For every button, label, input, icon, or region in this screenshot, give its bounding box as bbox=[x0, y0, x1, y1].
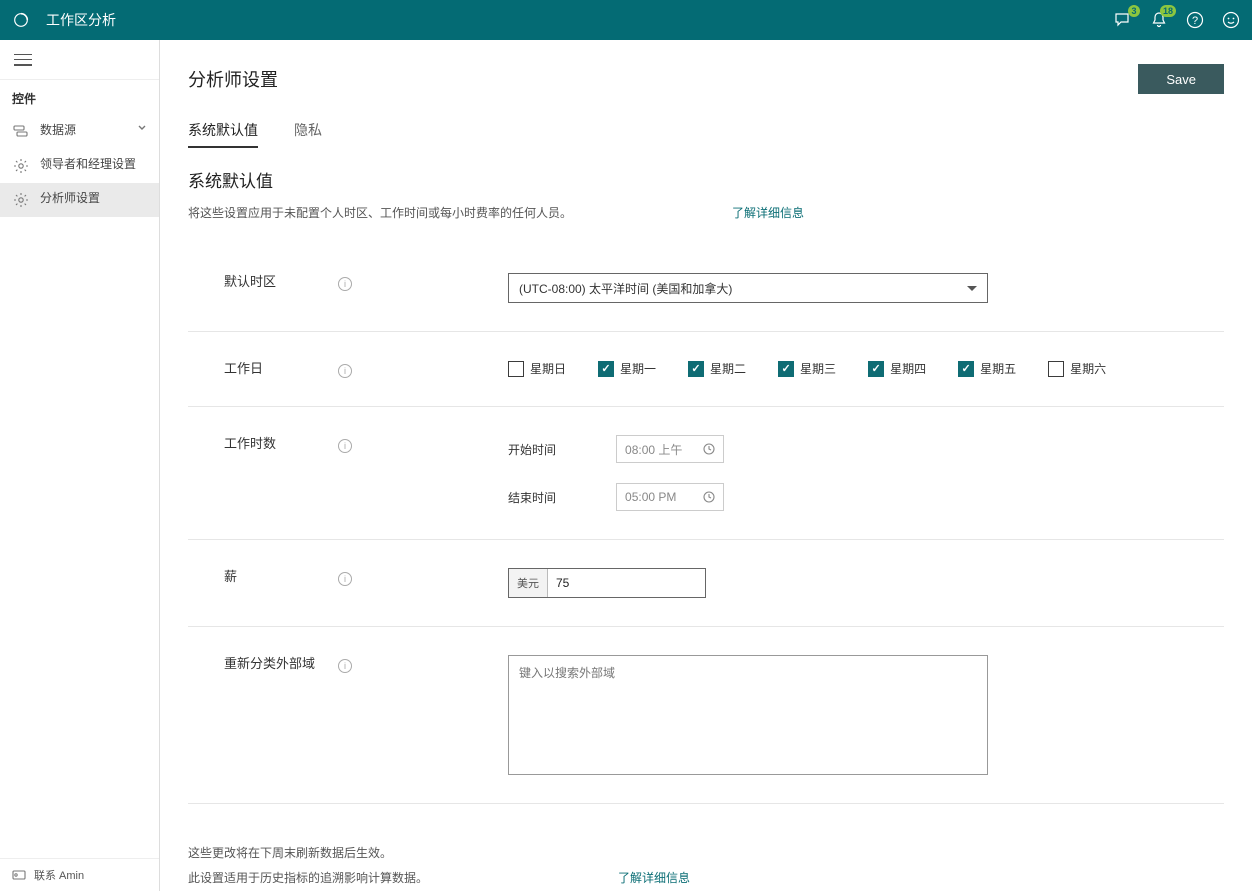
save-button[interactable]: Save bbox=[1138, 64, 1224, 94]
sidebar-item-label: 数据源 bbox=[40, 123, 127, 139]
row-working-days: 工作日 i 星期日 星期一 星期二 星期三 星期四 星期五 星期六 bbox=[188, 332, 1224, 407]
day-label: 星期六 bbox=[1070, 360, 1106, 377]
timezone-select[interactable]: (UTC-08:00) 太平洋时间 (美国和加拿大) bbox=[508, 273, 988, 303]
info-icon[interactable]: i bbox=[338, 439, 352, 453]
page-title: 分析师设置 bbox=[188, 66, 278, 92]
sidebar-item-leader-settings[interactable]: 领导者和经理设置 bbox=[0, 149, 159, 183]
caret-down-icon bbox=[967, 286, 977, 291]
tabs: 系统默认值 隐私 bbox=[188, 120, 1224, 149]
sidebar-footer[interactable]: 联系 Amin bbox=[0, 858, 159, 891]
day-checkbox[interactable]: 星期四 bbox=[868, 360, 926, 377]
checkbox-icon bbox=[508, 361, 524, 377]
checkbox-icon bbox=[688, 361, 704, 377]
checkbox-icon bbox=[1048, 361, 1064, 377]
day-checkbox[interactable]: 星期日 bbox=[508, 360, 566, 377]
app-title: 工作区分析 bbox=[46, 10, 116, 30]
info-icon[interactable]: i bbox=[338, 659, 352, 673]
hourly-rate-value: 75 bbox=[548, 576, 569, 590]
footnote-line2: 此设置适用于历史指标的追溯影响计算数据。 bbox=[188, 869, 428, 886]
label-reclassify: 重新分类外部域 bbox=[188, 655, 338, 673]
footnote-line1: 这些更改将在下周末刷新数据后生效。 bbox=[188, 844, 1224, 861]
sidebar-item-label: 分析师设置 bbox=[40, 191, 147, 207]
bell-badge: 18 bbox=[1160, 5, 1176, 17]
day-label: 星期三 bbox=[800, 360, 836, 377]
label-hourly-rate: 薪 bbox=[188, 568, 338, 586]
sidebar: 控件 数据源 领导者和经理设置 分析师设置 bbox=[0, 40, 160, 891]
label-working-days: 工作日 bbox=[188, 360, 338, 378]
external-domain-placeholder: 键入以搜索外部域 bbox=[519, 666, 615, 680]
label-working-hours: 工作时数 bbox=[188, 435, 338, 453]
info-icon[interactable]: i bbox=[338, 277, 352, 291]
sidebar-item-label: 领导者和经理设置 bbox=[40, 157, 147, 173]
sidebar-item-datasource[interactable]: 数据源 bbox=[0, 115, 159, 149]
help-icon[interactable]: ? bbox=[1186, 11, 1204, 29]
external-domain-input[interactable]: 键入以搜索外部域 bbox=[508, 655, 988, 775]
smile-icon[interactable] bbox=[1222, 11, 1240, 29]
day-checkbox[interactable]: 星期一 bbox=[598, 360, 656, 377]
bell-icon[interactable]: 18 bbox=[1150, 11, 1168, 29]
info-icon[interactable]: i bbox=[338, 364, 352, 378]
menu-toggle-icon[interactable] bbox=[14, 54, 32, 66]
row-working-hours: 工作时数 i 开始时间 08:00 上午 结束时间 05:00 PM bbox=[188, 407, 1224, 540]
day-label: 星期四 bbox=[890, 360, 926, 377]
timezone-value: (UTC-08:00) 太平洋时间 (美国和加拿大) bbox=[519, 280, 732, 297]
main-content: 分析师设置 Save 系统默认值 隐私 系统默认值 将这些设置应用于未配置个人时… bbox=[160, 40, 1252, 891]
svg-text:?: ? bbox=[1192, 15, 1198, 27]
day-label: 星期二 bbox=[710, 360, 746, 377]
currency-prefix: 美元 bbox=[509, 569, 548, 597]
chat-icon[interactable]: 3 bbox=[1114, 11, 1132, 29]
section-heading: 系统默认值 bbox=[188, 167, 1224, 192]
start-time-label: 开始时间 bbox=[508, 441, 556, 458]
tab-system-defaults[interactable]: 系统默认值 bbox=[188, 120, 258, 148]
footnote-block: 这些更改将在下周末刷新数据后生效。 此设置适用于历史指标的追溯影响计算数据。 了… bbox=[188, 844, 1224, 886]
start-time-input[interactable]: 08:00 上午 bbox=[616, 435, 724, 463]
checkbox-icon bbox=[598, 361, 614, 377]
app-logo-icon bbox=[12, 11, 30, 29]
checkbox-icon bbox=[778, 361, 794, 377]
day-checkbox[interactable]: 星期三 bbox=[778, 360, 836, 377]
day-label: 星期五 bbox=[980, 360, 1016, 377]
contact-icon bbox=[12, 868, 26, 882]
label-timezone: 默认时区 bbox=[188, 273, 338, 291]
clock-icon bbox=[703, 491, 715, 503]
gear-icon bbox=[12, 191, 30, 209]
day-checkbox[interactable]: 星期二 bbox=[688, 360, 746, 377]
end-time-input[interactable]: 05:00 PM bbox=[616, 483, 724, 511]
end-time-label: 结束时间 bbox=[508, 489, 556, 506]
datasource-icon bbox=[12, 123, 30, 141]
sidebar-section-title: 控件 bbox=[0, 80, 159, 115]
days-container: 星期日 星期一 星期二 星期三 星期四 星期五 星期六 bbox=[508, 360, 1224, 377]
chevron-down-icon bbox=[137, 123, 147, 133]
day-label: 星期一 bbox=[620, 360, 656, 377]
footnote-learn-more-link[interactable]: 了解详细信息 bbox=[618, 869, 690, 886]
sidebar-footer-label: 联系 Amin bbox=[34, 867, 84, 883]
row-reclassify-domains: 重新分类外部域 i 键入以搜索外部域 bbox=[188, 627, 1224, 804]
tab-privacy[interactable]: 隐私 bbox=[294, 120, 322, 148]
end-time-value: 05:00 PM bbox=[625, 490, 676, 504]
learn-more-link[interactable]: 了解详细信息 bbox=[732, 204, 804, 221]
sidebar-item-analyst-settings[interactable]: 分析师设置 bbox=[0, 183, 159, 217]
checkbox-icon bbox=[868, 361, 884, 377]
topbar: 工作区分析 3 18 ? bbox=[0, 0, 1252, 40]
start-time-value: 08:00 上午 bbox=[625, 441, 682, 458]
clock-icon bbox=[703, 443, 715, 455]
gear-icon bbox=[12, 157, 30, 175]
day-checkbox[interactable]: 星期五 bbox=[958, 360, 1016, 377]
section-description: 将这些设置应用于未配置个人时区、工作时间或每小时费率的任何人员。 bbox=[188, 204, 572, 221]
hourly-rate-input[interactable]: 美元 75 bbox=[508, 568, 706, 598]
chat-badge: 3 bbox=[1128, 5, 1140, 17]
day-checkbox[interactable]: 星期六 bbox=[1048, 360, 1106, 377]
day-label: 星期日 bbox=[530, 360, 566, 377]
row-timezone: 默认时区 i (UTC-08:00) 太平洋时间 (美国和加拿大) bbox=[188, 245, 1224, 332]
info-icon[interactable]: i bbox=[338, 572, 352, 586]
checkbox-icon bbox=[958, 361, 974, 377]
row-hourly-rate: 薪 i 美元 75 bbox=[188, 540, 1224, 627]
